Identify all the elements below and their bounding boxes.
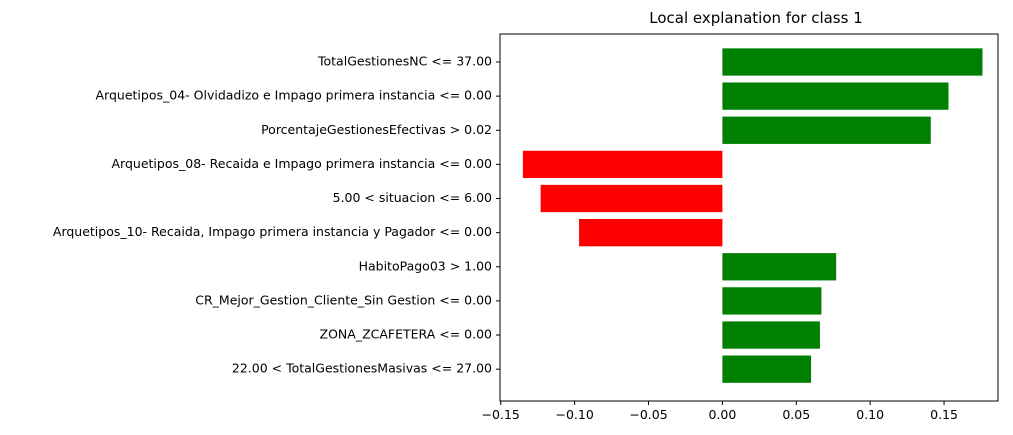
bar-9 [722, 321, 820, 349]
category-label-5: 5.00 < situacion <= 6.00 [333, 190, 492, 205]
category-labels-group: TotalGestionesNC <= 37.00 Arquetipos_04- … [53, 54, 500, 376]
bar-2 [722, 82, 949, 110]
chart-title: Local explanation for class 1 [649, 9, 863, 27]
category-label-9: ZONA_ZCAFETERA <= 0.00 [320, 327, 493, 342]
bar-7 [722, 253, 837, 281]
bar-8 [722, 287, 822, 315]
x-tick-label-3: −0.05 [629, 407, 667, 422]
x-tick-label-1: −0.15 [482, 407, 520, 422]
bar-3 [722, 116, 931, 144]
bars-group [522, 48, 983, 383]
category-label-4: Arquetipos_08- Recaida e Impago primera … [112, 156, 493, 171]
category-label-7: HabitoPago03 > 1.00 [359, 258, 492, 273]
bar-10 [722, 355, 812, 383]
x-tick-label-7: 0.15 [930, 407, 958, 422]
category-label-2: Arquetipos_04- Olvidadizo e Impago prime… [96, 88, 493, 103]
category-label-1: TotalGestionesNC <= 37.00 [317, 54, 492, 69]
x-tick-label-6: 0.10 [856, 407, 884, 422]
bar-1 [722, 48, 983, 76]
bar-4 [522, 150, 723, 179]
bar-5 [540, 184, 723, 213]
category-label-3: PorcentajeGestionesEfectivas > 0.02 [261, 122, 492, 137]
category-label-8: CR_Mejor_Gestion_Cliente_Sin Gestion <= … [195, 292, 492, 307]
x-tick-label-4: 0.00 [708, 407, 736, 422]
category-label-10: 22.00 < TotalGestionesMasivas <= 27.00 [232, 361, 492, 376]
x-tick-label-2: −0.10 [555, 407, 593, 422]
x-axis-ticks-group: −0.15 −0.10 −0.05 0.00 0.05 0.10 0.15 [482, 401, 958, 422]
category-label-6: Arquetipos_10- Recaida, Impago primera i… [53, 224, 492, 239]
plot-frame [499, 33, 999, 402]
bar-6 [579, 219, 723, 247]
x-tick-label-5: 0.05 [782, 407, 810, 422]
